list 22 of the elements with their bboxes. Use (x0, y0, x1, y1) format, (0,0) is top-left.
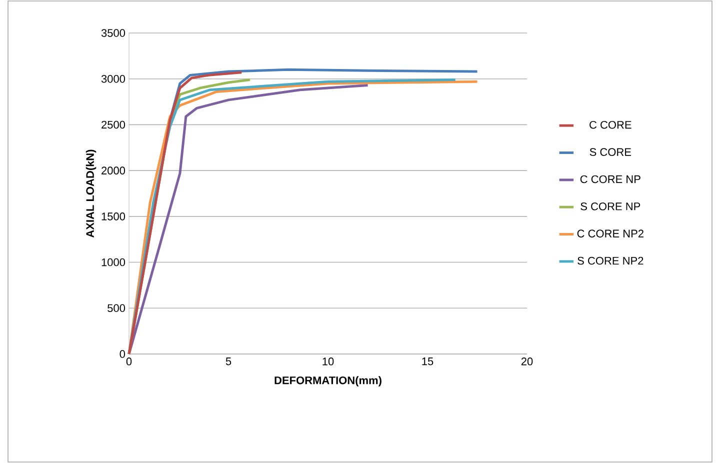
legend-label: S CORE NP2 (578, 256, 644, 265)
y-tick-label: 500 (108, 304, 126, 312)
legend-label: S CORE (590, 148, 631, 156)
legend-label: C CORE NP (580, 175, 640, 184)
x-tick-label: 10 (322, 358, 334, 366)
x-tick-label: 20 (521, 358, 533, 366)
y-tick-label: 3000 (101, 74, 126, 83)
x-axis-title: DEFORMATION(mm) (274, 376, 382, 386)
y-tick-label: 3500 (101, 29, 126, 37)
legend-label: S CORE NP (580, 202, 640, 210)
legend-label: C CORE (590, 120, 632, 129)
y-tick-label: 2000 (102, 166, 126, 174)
y-tick-label: 1500 (102, 212, 126, 220)
y-tick-label: 0 (120, 350, 126, 358)
x-tick-label: 0 (126, 358, 132, 366)
line-series (128, 84, 370, 356)
x-tick-label: 15 (422, 358, 434, 366)
x-tick-label: 5 (226, 358, 232, 366)
y-tick-label: 2500 (102, 120, 126, 129)
y-tick-label: 1000 (102, 258, 126, 266)
legend-label: C CORE NP2 (577, 230, 644, 238)
y-axis-title: AXIAL LOAD(kN) (86, 150, 96, 238)
